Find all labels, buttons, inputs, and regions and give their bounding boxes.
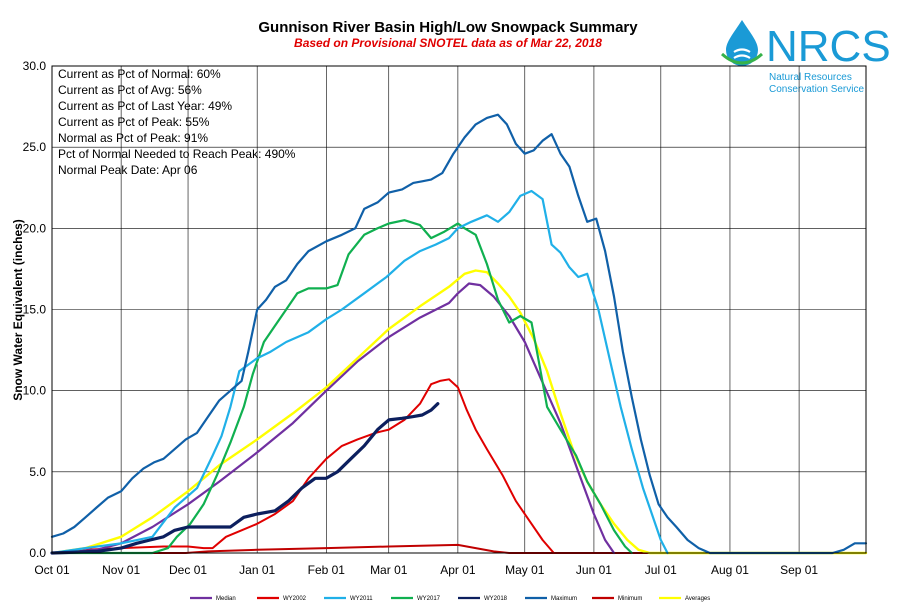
series-line-median	[50, 282, 616, 555]
stat-line: Current as Pct of Avg: 56%	[58, 83, 202, 97]
stats-box: Current as Pct of Normal: 60% Current as…	[58, 67, 296, 177]
stat-line: Normal Peak Date: Apr 06	[58, 163, 198, 177]
series-line-wy2002	[51, 378, 555, 554]
series-line-wy2011	[50, 189, 669, 555]
series-line-wy2018	[50, 402, 440, 555]
nrcs-logo: NRCS Natural Resources Conservation Serv…	[720, 20, 891, 95]
logo-letters: NRCS	[766, 22, 891, 71]
x-tick-label: Jan 01	[239, 563, 275, 577]
stat-line: Current as Pct of Last Year: 49%	[58, 99, 232, 113]
series-line-minimum	[51, 543, 867, 554]
legend-label: Median	[216, 596, 236, 602]
legend-label: WY2002	[283, 596, 307, 602]
legend: Median WY2002 WY2011 WY2017 WY2018 Maximum Min…	[190, 596, 710, 602]
y-tick-label: 5.0	[29, 465, 46, 479]
stat-line: Normal as Pct of Peak: 91%	[58, 131, 208, 145]
water-drop-icon	[720, 20, 764, 66]
x-tick-label: Apr 01	[440, 563, 476, 577]
x-tick-label: Feb 01	[308, 563, 346, 577]
y-tick-label: 20.0	[23, 221, 47, 235]
x-tick-label: May 01	[505, 563, 545, 577]
stat-line: Pct of Normal Needed to Reach Peak: 490%	[58, 147, 296, 161]
plot-frame	[51, 65, 867, 554]
series-line-wy2017	[50, 219, 633, 555]
chart-title: Gunnison River Basin High/Low Snowpack S…	[258, 19, 638, 36]
logo-line2: Conservation Service	[769, 84, 864, 95]
y-axis-ticks: 0.0 5.0 10.0 15.0 20.0 25.0 30.0	[23, 59, 47, 560]
legend-label: WY2011	[350, 596, 373, 602]
legend-label: Minimum	[618, 596, 642, 602]
x-tick-label: Oct 01	[34, 563, 70, 577]
x-tick-label: Jun 01	[576, 563, 612, 577]
y-tick-label: 15.0	[23, 303, 47, 317]
x-tick-label: Aug 01	[711, 563, 749, 577]
x-tick-label: Dec 01	[169, 563, 207, 577]
x-tick-label: Nov 01	[102, 563, 140, 577]
series-line-maximum	[50, 113, 868, 555]
y-axis-label: Snow Water Equivalent (inches)	[11, 219, 25, 401]
chart-subtitle: Based on Provisional SNOTEL data as of M…	[294, 36, 602, 50]
x-tick-label: Jul 01	[645, 563, 677, 577]
legend-label: WY2018	[484, 596, 508, 602]
y-tick-label: 25.0	[23, 140, 47, 154]
logo-line1: Natural Resources	[769, 72, 852, 83]
legend-label: Maximum	[551, 596, 577, 602]
y-tick-label: 0.0	[29, 546, 46, 560]
series-layer	[50, 113, 868, 555]
stat-line: Current as Pct of Normal: 60%	[58, 67, 221, 81]
legend-label: Averages	[685, 596, 710, 602]
legend-label: WY2017	[417, 596, 441, 602]
stat-line: Current as Pct of Peak: 55%	[58, 115, 210, 129]
x-tick-label: Mar 01	[370, 563, 408, 577]
y-tick-label: 10.0	[23, 384, 47, 398]
x-tick-label: Sep 01	[780, 563, 818, 577]
y-tick-label: 30.0	[23, 59, 47, 73]
x-axis-ticks: Oct 01 Nov 01 Dec 01 Jan 01 Feb 01 Mar 01 Apr …	[34, 563, 818, 577]
